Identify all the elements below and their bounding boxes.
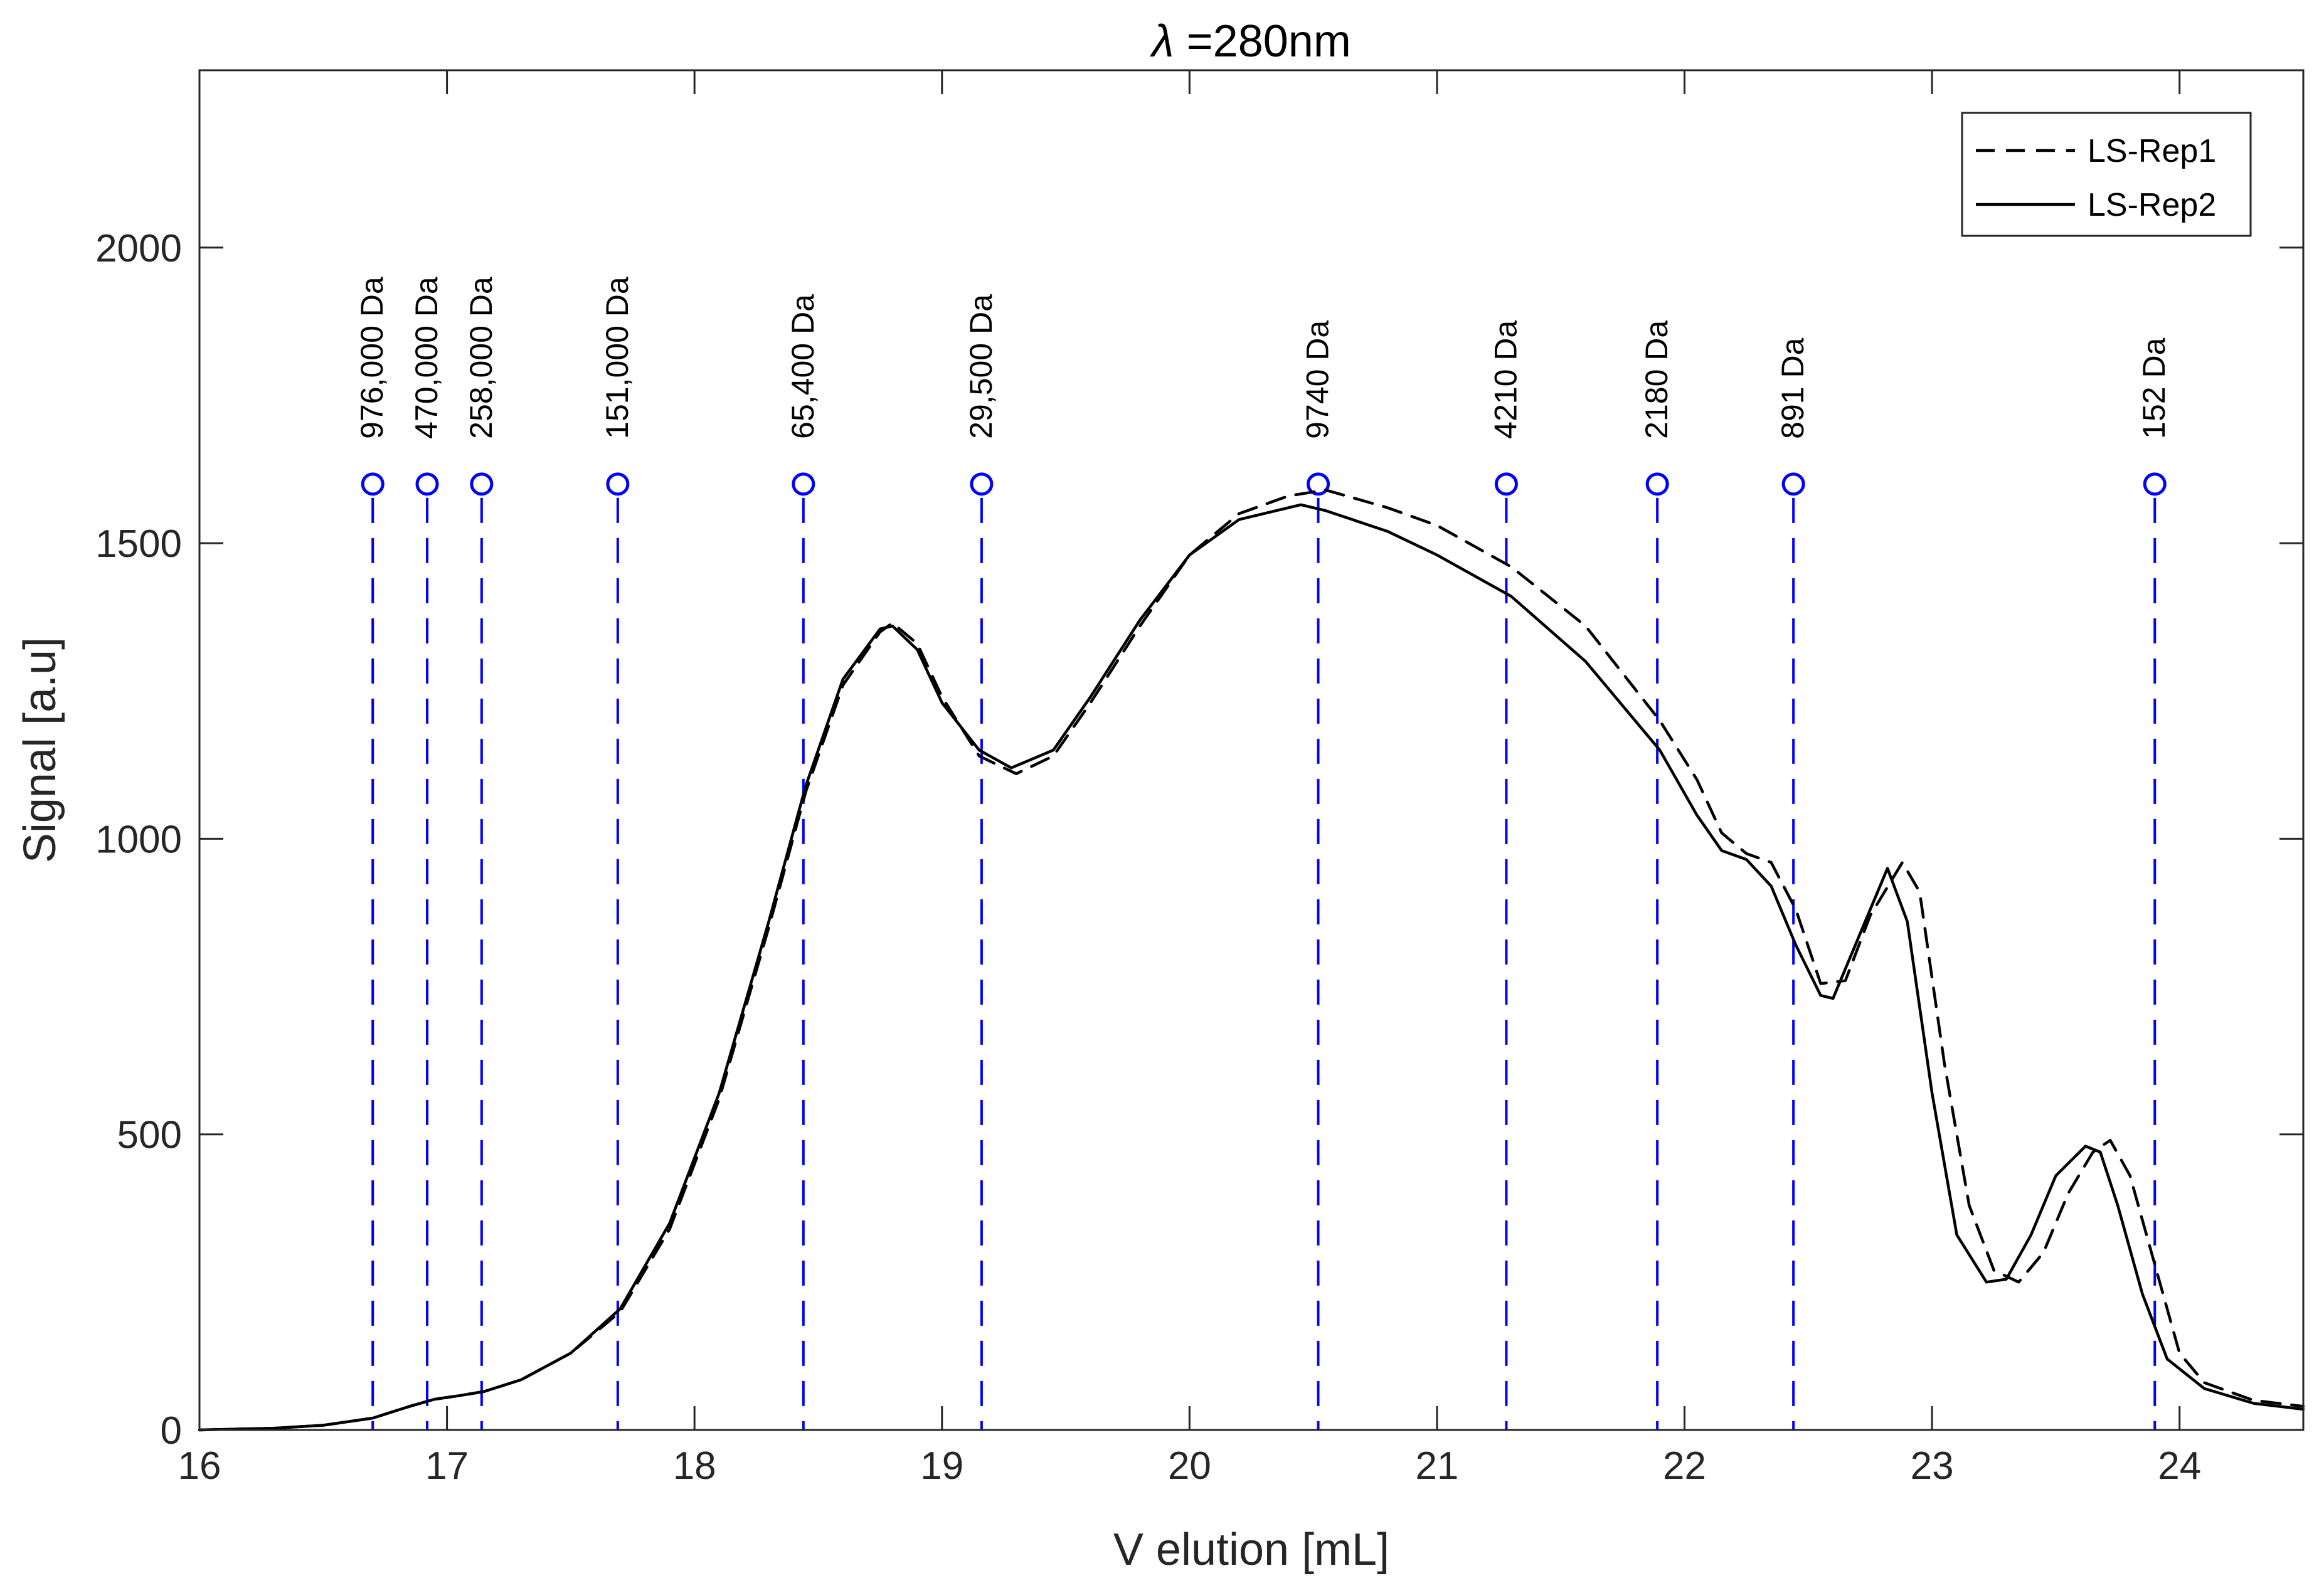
x-tick-label: 17 bbox=[425, 1444, 469, 1488]
tick-layer: 16 17 18 19 20 21 22 23 24 0 500 1000 1500 2000 bbox=[95, 70, 2303, 1488]
y-tick-label: 500 bbox=[117, 1114, 182, 1157]
marker-circle bbox=[1307, 472, 1330, 496]
x-tick-label: 16 bbox=[178, 1444, 221, 1488]
marker-circle bbox=[415, 472, 439, 496]
marker-label: 4210 Da bbox=[1488, 320, 1523, 439]
title-lambda-symbol: λ bbox=[1149, 16, 1174, 66]
marker-circle bbox=[470, 472, 494, 496]
marker-label: 29,500 Da bbox=[963, 294, 999, 439]
marker-circle bbox=[792, 472, 815, 496]
x-tick-label: 24 bbox=[2158, 1444, 2201, 1488]
legend-box bbox=[1961, 112, 2252, 237]
y-tick-label: 1500 bbox=[95, 522, 182, 566]
x-tick-label: 19 bbox=[920, 1444, 963, 1488]
y-tick-label: 2000 bbox=[95, 227, 182, 270]
marker-label: 976,000 Da bbox=[354, 277, 390, 439]
x-tick-label: 22 bbox=[1663, 1444, 1706, 1488]
marker-circle bbox=[361, 472, 385, 496]
marker-label: 65,400 Da bbox=[785, 294, 820, 439]
marker-circle bbox=[2143, 472, 2167, 496]
legend-label-ls-rep1: LS-Rep1 bbox=[2088, 133, 2216, 169]
marker-circle bbox=[1494, 472, 1518, 496]
y-tick-label: 1000 bbox=[95, 818, 182, 861]
y-tick-label: 0 bbox=[161, 1409, 182, 1453]
marker-label: 151,000 Da bbox=[600, 277, 635, 439]
legend-label-ls-rep2: LS-Rep2 bbox=[2088, 187, 2216, 223]
marker-label: 470,000 Da bbox=[409, 277, 444, 439]
marker-label: 2180 Da bbox=[1639, 320, 1674, 439]
marker-label: 152 Da bbox=[2136, 337, 2172, 438]
marker-circle bbox=[1645, 472, 1669, 496]
marker-circle bbox=[1781, 472, 1805, 496]
marker-circle bbox=[970, 472, 994, 496]
x-tick-label: 18 bbox=[673, 1444, 716, 1488]
y-axis-label: Signal [a.u] bbox=[15, 637, 65, 863]
marker-circle bbox=[606, 472, 630, 496]
x-tick-label: 20 bbox=[1168, 1444, 1211, 1488]
x-tick-label: 23 bbox=[1911, 1444, 1954, 1488]
chart-title: λ =280nm bbox=[1149, 16, 1351, 66]
plot-frame bbox=[198, 69, 2305, 1431]
marker-label: 891 Da bbox=[1775, 337, 1810, 438]
series-line-ls-rep2 bbox=[198, 503, 2305, 1432]
x-tick-label: 21 bbox=[1415, 1444, 1458, 1488]
marker-label: 9740 Da bbox=[1300, 320, 1335, 439]
x-axis-label: V elution [mL] bbox=[1113, 1525, 1389, 1575]
legend: LS-Rep1 LS-Rep2 bbox=[1961, 112, 2252, 237]
series-layer bbox=[198, 489, 2305, 1432]
title-wavelength: =280nm bbox=[1174, 16, 1351, 66]
marker-layer: 976,000 Da 470,000 Da 258,000 Da 151,000 Da… bbox=[354, 277, 2172, 1430]
marker-label: 258,000 Da bbox=[464, 277, 499, 439]
series-line-ls-rep1 bbox=[198, 489, 2305, 1432]
